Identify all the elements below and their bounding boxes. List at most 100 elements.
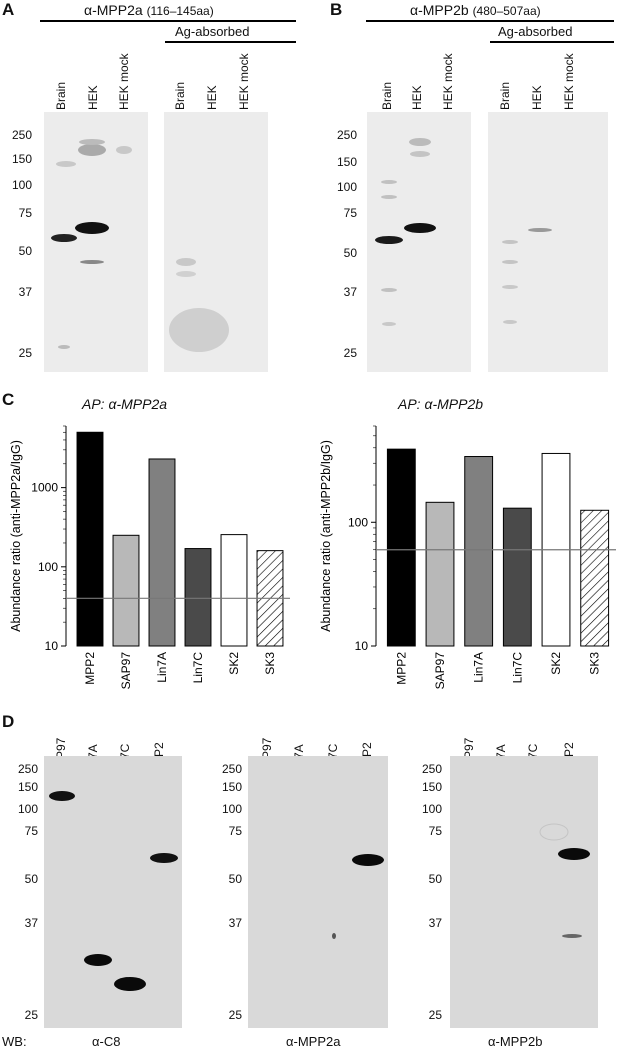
panel-c-left-title-ab: α-MPP2a: [108, 396, 168, 412]
bar-sap97: [112, 534, 140, 647]
panel-d-blot3-bands: [539, 823, 590, 938]
panel-a-lane-hek-mock: HEK mock: [117, 53, 131, 110]
y-tick-label: 100: [348, 515, 368, 529]
marker-label: 37: [343, 285, 357, 299]
y-tick-label: 100: [38, 560, 58, 574]
x-tick-label: Lin7C: [510, 652, 524, 684]
marker-label: 150: [11, 152, 32, 166]
panel-a-antibody: α-MPP2a: [84, 2, 143, 18]
panel-b-ag-lane-brain: Brain: [498, 81, 512, 110]
y-tick-label: 10: [355, 639, 369, 653]
marker-label: 150: [421, 780, 442, 794]
panel-b-blot-right-bands: [502, 228, 552, 324]
panel-a-letter: A: [2, 0, 15, 19]
panel-a-ag-lane-hek: HEK: [205, 85, 219, 110]
marker-label: 50: [343, 246, 357, 260]
marker-label: 75: [428, 824, 442, 838]
marker-label: 37: [24, 916, 38, 930]
bar-lin7c: [184, 548, 212, 647]
panel-b-blot-left-bands: [375, 138, 436, 326]
marker-label: 250: [11, 128, 32, 142]
marker-label: 25: [228, 1008, 242, 1022]
bar-sk2: [220, 534, 248, 647]
panel-d-blot1-bands: [49, 791, 178, 991]
panel-b-lane-brain: Brain: [380, 81, 394, 110]
x-tick-label: MPP2: [394, 652, 408, 685]
marker-label: 50: [428, 872, 442, 886]
panel-b-ag-lane-hek: HEK: [530, 85, 544, 110]
panel-b-ag-label: Ag-absorbed: [498, 24, 573, 39]
bar-sk3: [580, 509, 610, 647]
panel-b-title-line: [366, 20, 614, 22]
wb-label: WB:: [2, 1034, 27, 1049]
marker-label: 250: [221, 762, 242, 776]
marker-label: 25: [343, 346, 357, 360]
panel-a-ag-line: [165, 41, 296, 43]
x-tick-label: SK2: [227, 652, 241, 675]
panel-b-letter: B: [330, 0, 343, 19]
bar-mpp2: [386, 448, 416, 647]
x-tick-label: SK3: [263, 652, 277, 675]
panel-a-blot-left: [44, 112, 148, 372]
marker-label: 75: [343, 206, 357, 220]
marker-label: 37: [228, 916, 242, 930]
panel-b-title: α-MPP2b (480–507aa): [410, 2, 541, 18]
y-axis-label: Abundance ratio (anti-MPP2a/IgG): [9, 440, 23, 632]
bar-chart-right: 10 100 Abundance ratio (anti-MPP2b/IgG) MPP…: [320, 425, 616, 690]
marker-label: 250: [336, 128, 357, 142]
x-tick-label: SAP97: [433, 652, 447, 690]
panel-c-left-title-prefix: AP:: [82, 396, 109, 412]
panel-a-ag-label: Ag-absorbed: [175, 24, 250, 39]
x-tick-label: Lin7A: [472, 652, 486, 683]
marker-label: 75: [24, 824, 38, 838]
panel-b-lane-hek-mock: HEK mock: [441, 53, 455, 110]
marker-label: 50: [24, 872, 38, 886]
panel-d-blot3: [450, 756, 598, 1028]
bar-lin7a: [148, 458, 176, 647]
marker-label: 100: [336, 180, 357, 194]
marker-label: 25: [24, 1008, 38, 1022]
x-tick-label: SK3: [588, 652, 602, 675]
panel-a-title: α-MPP2a (116–145aa): [84, 2, 214, 18]
panel-b-ag-line: [490, 41, 614, 43]
panel-a-title-line: [40, 20, 296, 22]
marker-label: 25: [18, 346, 32, 360]
panel-b-antibody: α-MPP2b: [410, 2, 469, 18]
x-tick-label: MPP2: [83, 652, 97, 685]
marker-label: 75: [228, 824, 242, 838]
panel-d-blot2: [248, 756, 388, 1028]
panel-b-range: (480–507aa): [472, 4, 541, 18]
panel-c-right-title-prefix: AP:: [398, 396, 425, 412]
marker-label: 100: [421, 802, 442, 816]
panel-b-lane-hek: HEK: [410, 85, 424, 110]
y-tick-label: 1000: [31, 481, 58, 495]
panel-a-blot-right: [164, 112, 268, 372]
panel-a-range: (116–145aa): [146, 4, 214, 18]
x-tick-label: Lin7A: [155, 652, 169, 683]
marker-label: 50: [18, 244, 32, 258]
panel-a-ag-lane-hek-mock: HEK mock: [237, 53, 251, 110]
bar-chart-left: 10 100 1000 Abundance ratio (anti-MPP2a/IgG…: [9, 425, 290, 689]
panel-a-lane-hek: HEK: [86, 85, 100, 110]
panel-b-ag-lane-hek-mock: HEK mock: [562, 53, 576, 110]
marker-label: 150: [336, 155, 357, 169]
panel-c-letter: C: [2, 390, 15, 409]
panel-b-blot-left: [367, 112, 471, 372]
antibody-label-c8: α-C8: [92, 1034, 121, 1049]
panel-a-ag-lane-brain: Brain: [173, 81, 187, 110]
bar-sap97: [425, 501, 455, 647]
x-tick-label: SK2: [549, 652, 563, 675]
panel-b-blot-right: [488, 112, 608, 372]
marker-label: 250: [421, 762, 442, 776]
marker-label: 150: [17, 780, 38, 794]
x-tick-label: Lin7C: [191, 652, 205, 684]
bar-lin7c: [502, 507, 532, 647]
panel-c-left-title: AP: α-MPP2a: [82, 396, 167, 412]
panel-a-lane-brain: Brain: [54, 81, 68, 110]
bar-mpp2: [76, 431, 104, 647]
y-axis-label: Abundance ratio (anti-MPP2b/IgG): [320, 440, 333, 632]
panel-d-blot2-bands: [332, 854, 384, 939]
panel-a-blot-left-bands: [51, 139, 132, 349]
marker-label: 25: [428, 1008, 442, 1022]
marker-label: 37: [428, 916, 442, 930]
